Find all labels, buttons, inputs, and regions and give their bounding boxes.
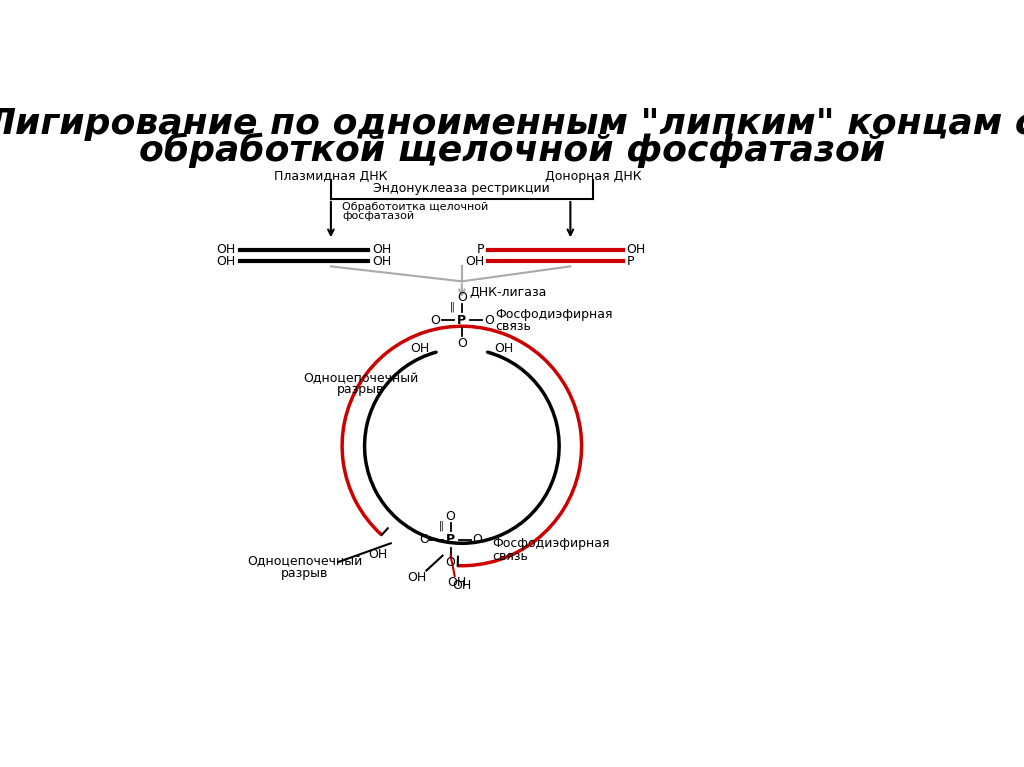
Text: Р: Р [627, 255, 634, 268]
Text: ОН: ОН [495, 342, 514, 355]
Text: Одноцепочечный: Одноцепочечный [247, 555, 362, 568]
Text: ‖: ‖ [438, 521, 443, 532]
Text: Фосфодиэфирная: Фосфодиэфирная [496, 308, 613, 321]
Text: ОН: ОН [447, 576, 467, 589]
Text: Донорная ДНК: Донорная ДНК [545, 170, 641, 183]
Text: ОН: ОН [217, 243, 236, 256]
Text: Р: Р [446, 533, 456, 546]
Text: ОН: ОН [408, 571, 427, 584]
Text: разрыв: разрыв [337, 384, 385, 397]
Text: ДНК-лигаза: ДНК-лигаза [469, 286, 547, 299]
Text: О: О [430, 314, 440, 327]
Text: Р: Р [477, 243, 484, 256]
Text: О: О [457, 291, 467, 304]
Text: Обработоитка щелочной: Обработоитка щелочной [342, 202, 488, 212]
Text: ОН: ОН [369, 548, 388, 561]
Text: ОН: ОН [372, 255, 391, 268]
Text: Р: Р [458, 314, 466, 327]
Text: обработкой щелочной фосфатазой: обработкой щелочной фосфатазой [139, 133, 885, 168]
Text: связь: связь [496, 320, 531, 333]
Text: ОН: ОН [217, 255, 236, 268]
Text: О: О [473, 533, 482, 546]
Text: Эндонуклеаза рестрикции: Эндонуклеаза рестрикции [374, 183, 550, 196]
Text: Одноцепочечный: Одноцепочечный [303, 372, 419, 385]
Text: О: О [484, 314, 494, 327]
Text: О: О [419, 533, 429, 546]
Text: О: О [457, 337, 467, 350]
Text: связь: связь [492, 549, 527, 562]
Text: ОН: ОН [372, 243, 391, 256]
Text: ОН: ОН [452, 579, 471, 592]
Text: О: О [445, 510, 456, 523]
Text: ОН: ОН [627, 243, 646, 256]
Text: ОН: ОН [410, 342, 429, 355]
Text: Лигирование по одноименным "липким" концам с: Лигирование по одноименным "липким" конц… [0, 107, 1024, 141]
Text: Плазмидная ДНК: Плазмидная ДНК [274, 170, 388, 183]
Text: Фосфодиэфирная: Фосфодиэфирная [492, 537, 609, 550]
Text: разрыв: разрыв [281, 567, 329, 580]
Text: О: О [445, 556, 456, 569]
Text: ОН: ОН [465, 255, 484, 268]
Text: ‖: ‖ [450, 301, 455, 312]
Text: фосфатазой: фосфатазой [342, 211, 415, 221]
